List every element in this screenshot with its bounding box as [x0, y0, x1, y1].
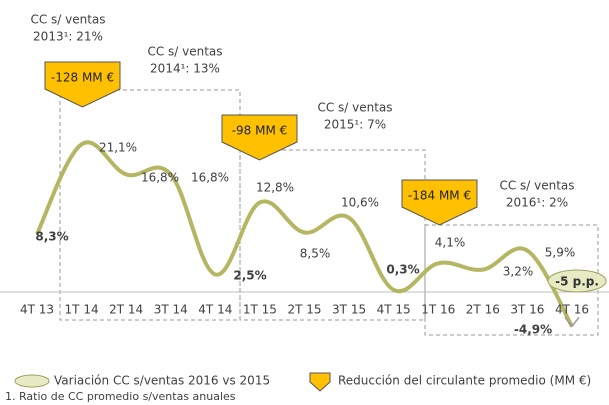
legend-ellipse	[14, 374, 50, 388]
x-tick-label: 1T 15	[243, 303, 277, 317]
x-tick-label: 1T 14	[65, 303, 99, 317]
annotation: 2015¹: 7%	[324, 118, 386, 132]
annotation: CC s/ ventas	[499, 179, 574, 193]
variation-label: -5 p.p.	[555, 275, 599, 289]
x-tick-label: 2T 15	[287, 303, 321, 317]
box-2014	[59, 89, 241, 321]
data-label: 3,2%	[503, 265, 534, 279]
data-label: 10,6%	[341, 196, 379, 210]
x-tick-label: 4T 15	[377, 303, 411, 317]
reduction-badge	[401, 179, 478, 226]
reduction-badge	[44, 61, 121, 108]
annotation: 2016¹: 2%	[506, 196, 568, 210]
x-tick-label: 2T 14	[109, 303, 143, 317]
legend-label: Reducción del circulante promedio (MM €)	[338, 374, 591, 388]
x-tick-label: 1T 16	[421, 303, 455, 317]
legend-label: Variación CC s/ventas 2016 vs 2015	[54, 374, 270, 388]
data-label: -4,9%	[514, 323, 552, 337]
legend-badge	[309, 372, 331, 392]
x-tick-label: 3T 14	[154, 303, 188, 317]
box-2015	[239, 149, 426, 321]
reduction-label: -98 MM €	[232, 124, 288, 138]
data-label: 2,5%	[233, 269, 266, 283]
annotation: CC s/ ventas	[317, 101, 392, 115]
reduction-badge	[221, 114, 298, 161]
line	[35, 140, 574, 328]
x-tick-label: 3T 15	[332, 303, 366, 317]
data-label: 5,9%	[545, 246, 576, 260]
annotation: 2014¹: 13%	[150, 62, 220, 76]
data-label: 21,1%	[99, 141, 137, 155]
x-tick-label: 4T 14	[198, 303, 232, 317]
annotation: CC s/ ventas	[30, 13, 105, 27]
data-label: 16,8%	[141, 171, 179, 185]
variation-ellipse	[547, 269, 607, 293]
reduction-label: -184 MM €	[408, 189, 471, 203]
data-label: 8,3%	[35, 230, 68, 244]
data-label: 4,1%	[435, 236, 466, 250]
footnote: 1. Ratio de CC promedio s/ventas anuales	[5, 390, 236, 403]
data-label: 12,8%	[256, 181, 294, 195]
x-tick-label: 4T 16	[555, 303, 589, 317]
data-label: 8,5%	[300, 247, 331, 261]
x-tick-label: 4T 13	[20, 303, 54, 317]
annotation: 2013¹: 21%	[33, 30, 103, 44]
arrow-head	[564, 316, 580, 328]
annotation: CC s/ ventas	[147, 45, 222, 59]
data-label: 16,8%	[191, 171, 229, 185]
x-tick-label: 2T 16	[466, 303, 500, 317]
x-tick-label: 3T 16	[510, 303, 544, 317]
reduction-label: -128 MM €	[51, 71, 114, 85]
data-label: 0,3%	[386, 263, 419, 277]
